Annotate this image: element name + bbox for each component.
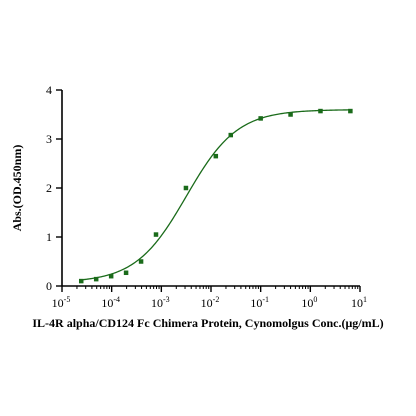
data-point [318, 108, 323, 114]
x-tick-label: 10-2 [201, 295, 220, 310]
y-tick-label: 2 [46, 181, 52, 195]
x-tick-label: 10-5 [52, 295, 71, 310]
data-point [288, 112, 293, 117]
x-tick-label: 100 [301, 295, 317, 310]
data-point [258, 116, 263, 121]
x-tick-label: 10-4 [101, 295, 120, 310]
data-points [78, 108, 353, 284]
x-tick-label: 10-1 [250, 295, 269, 310]
y-axis-title: Abs.(OD.450nm) [10, 145, 24, 232]
data-point [228, 132, 234, 138]
data-point [108, 273, 114, 279]
axes [61, 90, 360, 287]
x-tick-label: 10-3 [151, 295, 170, 310]
x-tick-label: 101 [351, 295, 367, 310]
data-point [153, 232, 159, 237]
data-point [348, 108, 353, 114]
data-point [138, 259, 144, 264]
data-point [78, 278, 84, 284]
y-tick-label: 4 [46, 83, 52, 97]
x-ticks: 10-5 10-4 10-3 10-2 10-1 100 101 [52, 286, 367, 310]
y-tick-label: 3 [46, 132, 52, 146]
data-point [183, 185, 189, 191]
y-tick-label: 1 [46, 230, 52, 244]
fit-curve [81, 109, 351, 281]
data-point [93, 276, 99, 282]
data-point [123, 270, 129, 276]
data-point [213, 153, 219, 159]
x-axis-title: IL-4R alpha/CD124 Fc Chimera Protein, Cy… [32, 316, 383, 330]
y-tick-label: 0 [46, 279, 52, 293]
y-ticks: 0 1 2 3 4 [46, 83, 62, 293]
